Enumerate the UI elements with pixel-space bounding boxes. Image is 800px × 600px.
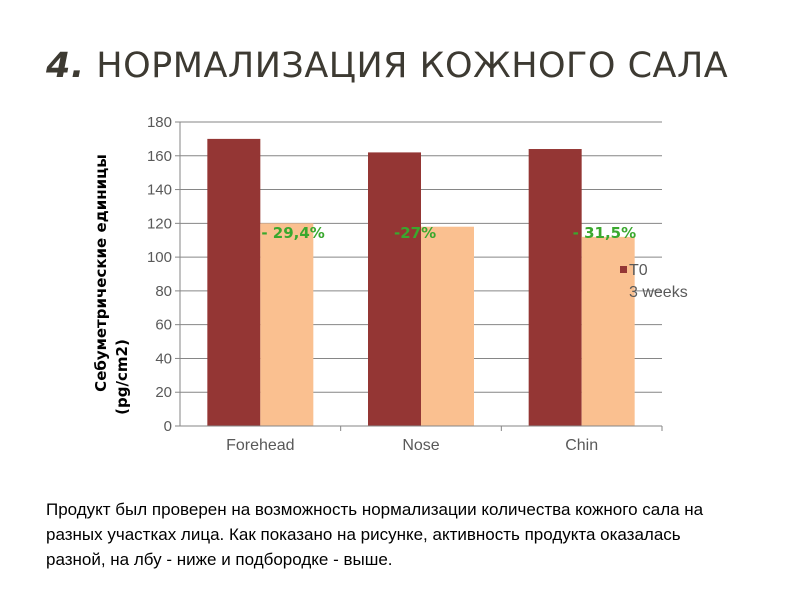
y-tick-label: 120 [147, 215, 172, 232]
sebum-bar-chart: 0 20 40 60 80 100 120 140 160 180 Forehead Nose Chi… [92, 114, 688, 454]
legend-swatch-t0 [620, 266, 627, 273]
y-axis-label: Себуметрические единицы [92, 154, 110, 392]
slide-title: 4. НОРМАЛИЗАЦИЯ КОЖНОГО САЛА [46, 46, 728, 86]
y-tick-label: 60 [155, 317, 172, 334]
slide-caption: Продукт был проверен на возможность норм… [46, 500, 704, 569]
y-tick-label: 100 [147, 249, 172, 266]
change-annotation: - 29,4% [261, 224, 325, 242]
bar-t0-forehead [207, 138, 261, 426]
y-tick-label: 140 [147, 182, 172, 199]
x-axis-ticks: Forehead Nose Chin [226, 426, 663, 454]
x-tick-label: Forehead [226, 437, 295, 454]
legend-swatch-3-weeks [620, 288, 627, 295]
chart-annotations: - 29,4% -27% - 31,5% [261, 224, 636, 242]
bar-3-weeks-nose [421, 226, 474, 426]
y-axis-unit: (pg/cm2) [113, 339, 131, 415]
x-tick-label: Chin [565, 437, 598, 454]
y-tick-label: 0 [164, 418, 172, 435]
chart-bars [207, 138, 635, 426]
chart-legend: T0 3 weeks [620, 262, 688, 301]
bar-t0-chin [528, 149, 582, 426]
legend-label-t0: T0 [629, 262, 648, 279]
y-axis-ticks: 0 20 40 60 80 100 120 140 160 180 [147, 114, 180, 435]
y-tick-label: 180 [147, 114, 172, 131]
x-tick-label: Nose [402, 437, 439, 454]
y-tick-label: 20 [155, 384, 172, 401]
y-tick-label: 160 [147, 148, 172, 165]
change-annotation: -27% [394, 224, 436, 242]
bar-3-weeks-chin [581, 236, 635, 426]
chart-axes [175, 122, 662, 427]
slide-title-number: 4. [46, 46, 85, 86]
bar-3-weeks-forehead [260, 223, 314, 426]
change-annotation: - 31,5% [573, 224, 637, 242]
bar-t0-nose [368, 152, 421, 426]
y-tick-label: 40 [155, 350, 172, 367]
slide-title-text: НОРМАЛИЗАЦИЯ КОЖНОГО САЛА [96, 46, 729, 86]
legend-label-3-weeks: 3 weeks [629, 284, 688, 301]
y-tick-label: 80 [155, 283, 172, 300]
